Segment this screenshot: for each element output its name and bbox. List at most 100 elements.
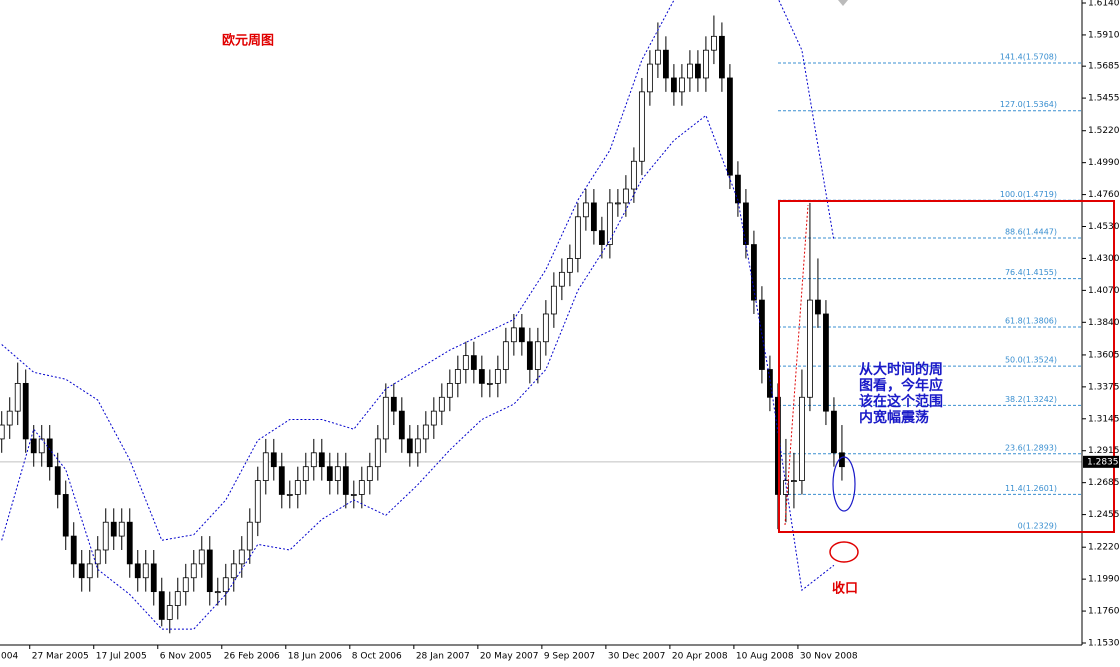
candle-body — [230, 563, 237, 579]
candle-body — [286, 494, 293, 496]
x-tick-label: 9 Sep 2007 — [544, 652, 595, 662]
candle-body — [767, 369, 773, 398]
y-tick-label: 1.4760 — [1088, 190, 1120, 200]
candle-body — [294, 480, 301, 495]
x-tick-label: 28 Jan 2007 — [416, 652, 470, 662]
y-tick-label: 1.3840 — [1088, 318, 1120, 328]
marker — [838, 0, 848, 6]
candle-body — [222, 577, 229, 593]
x-tick-label: 004 — [1, 652, 18, 662]
candle-body — [262, 452, 269, 481]
y-tick-label: 1.5685 — [1088, 62, 1120, 72]
candle-body — [430, 410, 437, 426]
plot-marks — [0, 0, 845, 634]
candle-body — [462, 355, 469, 370]
candle-body — [438, 396, 445, 412]
candle-body — [646, 63, 653, 93]
candle-body — [502, 341, 509, 370]
candle-body — [799, 396, 805, 481]
y-tick-label: 1.4530 — [1088, 222, 1120, 232]
x-tick-label: 30 Nov 2008 — [800, 652, 858, 662]
candle-body — [182, 577, 189, 593]
candle-body — [711, 35, 717, 51]
annotation: 从大时间的周 — [859, 361, 943, 378]
candle-body — [382, 396, 389, 440]
candle-body — [839, 452, 845, 468]
candle-body — [510, 327, 517, 343]
fib-label: 127.0(1.5364) — [1000, 100, 1057, 109]
fib-label: 76.4(1.4155) — [1005, 268, 1057, 277]
fib-label: 38.2(1.3242) — [1005, 395, 1057, 404]
fib-label: 23.6(1.2893) — [1005, 443, 1057, 452]
fib-label: 100.0(1.4719) — [1000, 190, 1057, 199]
candle-body — [310, 452, 317, 468]
annotation: 收口 — [832, 581, 858, 597]
candle-body — [142, 563, 149, 579]
candle-body — [278, 466, 285, 495]
candle-body — [566, 258, 573, 273]
highlight-ellipse — [829, 541, 859, 563]
y-tick-label: 1.1990 — [1088, 575, 1120, 585]
y-tick-label: 1.4990 — [1088, 158, 1120, 168]
y-tick-label: 1.2915 — [1088, 446, 1120, 456]
candle-body — [550, 285, 557, 315]
candle-body — [582, 202, 589, 218]
candle-body — [206, 549, 213, 593]
x-tick-label: 10 Aug 2008 — [736, 652, 794, 662]
candle-body — [574, 216, 581, 259]
candle-body — [775, 396, 781, 495]
annotation: 内宽幅震荡 — [859, 409, 929, 426]
x-tick-label: 20 Apr 2008 — [672, 652, 728, 662]
y-tick-label: 1.5910 — [1088, 30, 1120, 40]
candle-body — [110, 521, 117, 537]
y-tick-label: 1.3145 — [1088, 414, 1120, 424]
candle-body — [94, 549, 101, 565]
candle-body — [366, 466, 373, 481]
candle-body — [54, 466, 61, 495]
candle-body — [342, 466, 349, 495]
x-tick-label: 20 May 2007 — [480, 652, 539, 662]
band-line — [1, 114, 835, 630]
y-tick-label: 1.4300 — [1088, 254, 1120, 264]
candle-body — [318, 452, 325, 468]
candle-body — [815, 299, 821, 315]
y-tick-label: 1.3375 — [1088, 382, 1120, 392]
candle-body — [670, 77, 677, 93]
candle-body — [518, 327, 525, 343]
candle-body — [246, 521, 253, 551]
candle-body — [374, 438, 381, 468]
candle-body — [446, 382, 453, 398]
chart-title: 欧元周图 — [222, 33, 274, 49]
fib-label: 0(1.2329) — [1018, 522, 1057, 531]
candle-body — [807, 299, 813, 398]
candle-body — [638, 91, 645, 162]
candle-body — [198, 549, 205, 565]
candle-body — [743, 202, 749, 245]
band-line — [1, 0, 835, 541]
candle-body — [238, 549, 245, 565]
candle-body — [751, 244, 757, 301]
y-tick-label: 1.2220 — [1088, 543, 1120, 553]
y-tick-label: 1.4070 — [1088, 286, 1120, 296]
candle-body — [150, 563, 157, 593]
candle-body — [398, 410, 405, 440]
candle-body — [334, 466, 341, 481]
candle-body — [70, 535, 77, 565]
x-tick-label: 6 Nov 2005 — [160, 652, 212, 662]
y-tick-label: 1.6140 — [1088, 0, 1120, 9]
candle-body — [14, 382, 21, 412]
candle-body — [22, 382, 29, 440]
candle-body — [558, 271, 565, 287]
candle-body — [486, 382, 493, 385]
candle-body — [118, 521, 125, 537]
candle-body — [622, 188, 629, 204]
last-price-label: 1.2835 — [1087, 457, 1119, 467]
candle-body — [46, 438, 53, 468]
candle-body — [102, 521, 109, 551]
candle-body — [478, 369, 485, 384]
candle-body — [134, 563, 141, 579]
candle-body — [254, 480, 261, 523]
candle-body — [654, 49, 661, 65]
